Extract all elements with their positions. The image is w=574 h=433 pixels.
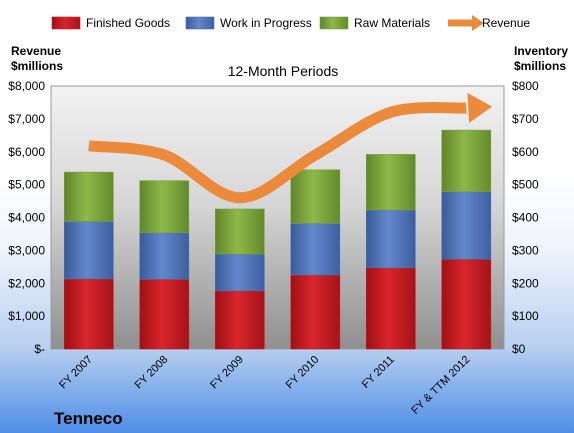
right-axis-label-line1: Inventory xyxy=(514,44,568,58)
bar-work-in-progress-fy-2009 xyxy=(215,253,265,292)
left-axis-label-line1: Revenue xyxy=(11,44,61,58)
bar-finished-goods-fy-2009 xyxy=(215,290,265,350)
legend-label-revenue: Revenue xyxy=(482,16,530,30)
left-axis-tick: $2,000 xyxy=(8,276,45,290)
left-axis-tick: $- xyxy=(34,342,45,356)
left-axis-tick: $5,000 xyxy=(8,178,45,192)
bar-finished-goods-fy-2010 xyxy=(290,274,341,350)
revenue-line-group xyxy=(88,92,493,204)
x-axis-tick: FY 2011 xyxy=(360,354,397,391)
right-axis-tick: $800 xyxy=(512,79,539,93)
right-axis-tick: $200 xyxy=(512,276,539,290)
legend-label-work-in-progress: Work in Progress xyxy=(220,16,312,30)
bar-finished-goods-fy-2011 xyxy=(365,267,416,350)
legend-label-raw-materials: Raw Materials xyxy=(354,16,430,30)
chart-title: 12-Month Periods xyxy=(228,63,339,79)
legend: Finished Goods Work in Progress Raw Materi… xyxy=(51,15,530,31)
bar-finished-goods-fy-2008 xyxy=(139,278,190,350)
right-axis-tick: $400 xyxy=(512,211,539,225)
revenue-line-arrowhead xyxy=(467,92,493,123)
bar-work-in-progress-fy-2010 xyxy=(290,223,341,276)
right-axis-label-line2: $millions xyxy=(514,59,566,73)
bar-work-in-progress-fy-ttm-2012 xyxy=(441,191,492,260)
bars-group xyxy=(64,129,492,350)
revenue-line xyxy=(88,102,467,204)
bar-work-in-progress-fy-2008 xyxy=(139,232,190,280)
legend-arrow-revenue xyxy=(472,15,484,31)
x-axis-tick: FY 2009 xyxy=(208,354,246,392)
x-axis-tick: FY 2008 xyxy=(133,354,171,392)
company-name: Tenneco xyxy=(54,409,123,428)
bar-work-in-progress-fy-2007 xyxy=(64,221,114,280)
left-axis-tick: $1,000 xyxy=(8,309,45,323)
legend-swatch-work-in-progress xyxy=(185,16,215,30)
left-axis-tick: $7,000 xyxy=(8,112,45,126)
bar-finished-goods-fy-ttm-2012 xyxy=(441,258,492,350)
plot-area xyxy=(50,85,505,350)
right-axis-tick: $500 xyxy=(512,178,539,192)
legend-swatch-finished-goods xyxy=(51,16,81,30)
left-axis-label-line2: $millions xyxy=(11,59,63,73)
right-axis-tick: $600 xyxy=(512,145,539,159)
legend-swatch-raw-materials xyxy=(319,16,349,30)
right-axis-tick: $300 xyxy=(512,243,539,257)
left-axis-tick: $4,000 xyxy=(8,211,45,225)
bar-raw-materials-fy-2008 xyxy=(139,180,190,233)
right-axis-tick: $100 xyxy=(512,309,539,323)
left-axis-tick: $6,000 xyxy=(8,145,45,159)
bar-raw-materials-fy-2009 xyxy=(215,208,265,255)
bar-work-in-progress-fy-2011 xyxy=(365,209,416,269)
legend-label-finished-goods: Finished Goods xyxy=(86,16,170,30)
left-axis-tick: $8,000 xyxy=(8,79,45,93)
right-axis-tick: $0 xyxy=(512,342,526,356)
bar-raw-materials-fy-ttm-2012 xyxy=(441,129,492,192)
bar-finished-goods-fy-2007 xyxy=(64,278,114,350)
bar-raw-materials-fy-2011 xyxy=(365,154,416,211)
x-axis-tick: FY 2007 xyxy=(57,354,95,392)
bar-raw-materials-fy-2010 xyxy=(290,169,341,224)
bar-raw-materials-fy-2007 xyxy=(64,171,114,222)
left-axis-tick: $3,000 xyxy=(8,243,45,257)
x-axis-tick: FY 2010 xyxy=(284,354,322,392)
right-axis-tick: $700 xyxy=(512,112,539,126)
x-axis-tick: FY & TTM 2012 xyxy=(409,354,472,417)
